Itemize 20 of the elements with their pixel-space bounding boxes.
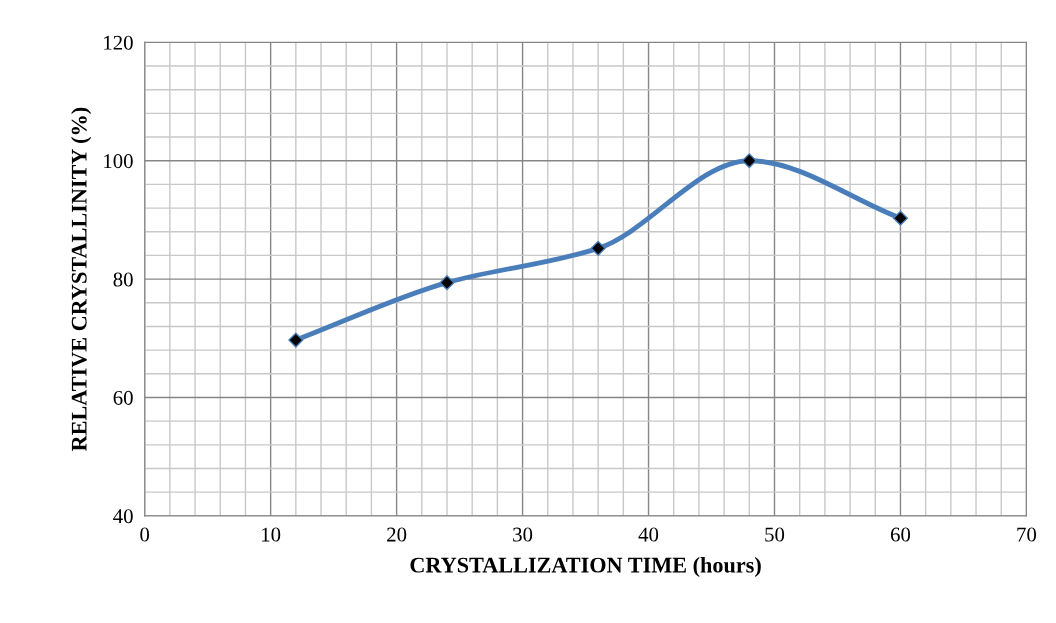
y-tick-label: 80: [113, 272, 133, 287]
x-tick-label: 0: [140, 527, 150, 542]
point: [741, 153, 757, 169]
x-tick-label: 20: [387, 527, 407, 542]
x-tick-label: 70: [1017, 527, 1037, 542]
y-tick-label: 60: [113, 390, 133, 405]
x-tick-label: 60: [890, 527, 911, 542]
y-tick-label: 40: [113, 509, 133, 524]
y-tick-label: 100: [104, 154, 133, 169]
x-tick-label: 30: [513, 527, 533, 542]
y-axis-title: RELATIVE CRYSTALLINITY (%): [71, 107, 92, 452]
point: [590, 240, 606, 256]
x-tick-label: 40: [638, 527, 659, 542]
x-axis-title: CRYSTALLIZATION TIME (hours): [410, 556, 761, 578]
x-tick-label: 50: [765, 527, 785, 542]
point: [892, 210, 909, 226]
y-tick-label: 120: [104, 35, 133, 50]
x-tick-label: 10: [262, 527, 281, 542]
point: [288, 332, 304, 348]
point: [439, 275, 455, 291]
